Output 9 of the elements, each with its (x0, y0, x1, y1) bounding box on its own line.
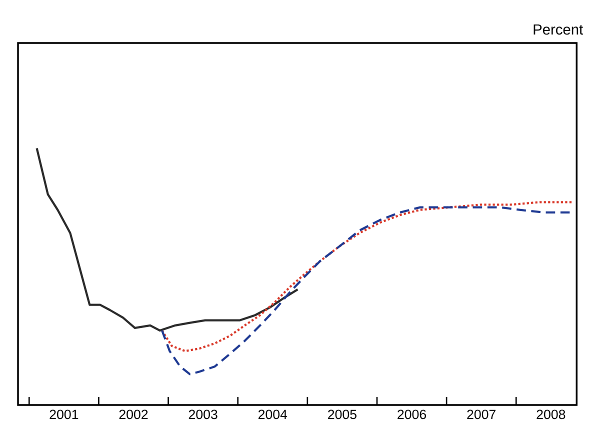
x-tick-label: 2007 (467, 410, 496, 420)
x-tick-label: 2004 (258, 410, 288, 420)
x-tick-label: 2003 (188, 410, 218, 420)
x-tick-label: 2008 (536, 410, 566, 420)
text: Percent (534, 24, 584, 35)
x-tick-label: 2001 (50, 410, 78, 420)
x-tick-label: 2002 (119, 410, 148, 420)
x-tick-label: 2005 (328, 410, 356, 420)
x-tick-label: 2006 (398, 410, 426, 420)
